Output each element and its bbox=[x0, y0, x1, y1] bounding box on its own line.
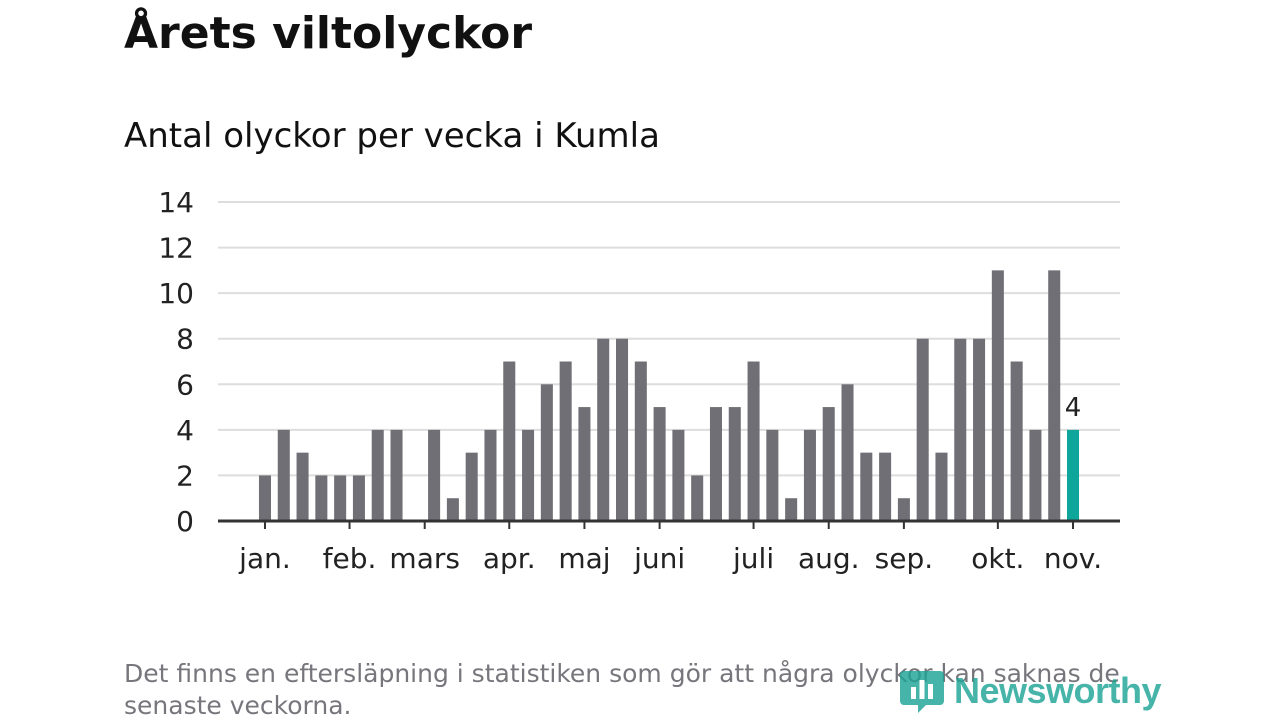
bar bbox=[709, 407, 722, 521]
y-tick-label: 12 bbox=[158, 232, 194, 265]
bar bbox=[954, 338, 967, 521]
x-tick-label: feb. bbox=[323, 542, 377, 575]
bar bbox=[597, 338, 610, 521]
bar bbox=[1048, 270, 1061, 521]
bar bbox=[653, 407, 666, 521]
bar bbox=[390, 429, 403, 521]
y-tick-label: 8 bbox=[176, 323, 194, 356]
chart-title: Årets viltolyckor bbox=[124, 8, 533, 59]
bar bbox=[334, 475, 347, 521]
y-tick-label: 14 bbox=[158, 186, 194, 219]
bar bbox=[616, 338, 629, 521]
footnote: Det finns en eftersläpning i statistiken… bbox=[124, 659, 1120, 720]
bar bbox=[747, 361, 760, 521]
bar bbox=[991, 270, 1004, 521]
bar bbox=[785, 498, 798, 521]
bar bbox=[897, 498, 910, 521]
bar bbox=[841, 384, 854, 521]
bar bbox=[1029, 429, 1042, 521]
bar bbox=[879, 452, 892, 521]
bar-chart: 0 2 4 6 8 10 12 14 4 jan. feb. mars apr. maj juni juli a… bbox=[158, 186, 1120, 575]
y-tick-label: 2 bbox=[176, 459, 194, 492]
logo-text: Newsworthy bbox=[954, 670, 1162, 711]
x-tick-label: juli bbox=[732, 542, 774, 575]
x-tick-label: maj bbox=[558, 542, 610, 575]
bar bbox=[371, 429, 384, 521]
bar bbox=[1010, 361, 1023, 521]
y-tick-label: 6 bbox=[176, 368, 194, 401]
x-tick-label: nov. bbox=[1044, 542, 1102, 575]
bar bbox=[728, 407, 741, 521]
x-tick-label: jan. bbox=[238, 542, 291, 575]
bar bbox=[578, 407, 591, 521]
bar bbox=[691, 475, 704, 521]
bar bbox=[352, 475, 365, 521]
bar bbox=[803, 429, 816, 521]
bar bbox=[446, 498, 459, 521]
bar bbox=[822, 407, 835, 521]
x-tick-label: okt. bbox=[971, 542, 1024, 575]
bar bbox=[540, 384, 553, 521]
x-tick-label: mars bbox=[389, 542, 460, 575]
bar-highlight bbox=[1067, 429, 1080, 521]
x-tick-label: apr. bbox=[483, 542, 536, 575]
bar bbox=[296, 452, 309, 521]
chart-subtitle: Antal olyckor per vecka i Kumla bbox=[124, 116, 660, 156]
y-tick-label: 10 bbox=[158, 277, 194, 310]
bar bbox=[428, 429, 441, 521]
x-tick-label: sep. bbox=[875, 542, 934, 575]
newsworthy-logo: Newsworthy bbox=[900, 666, 1162, 716]
bar bbox=[522, 429, 535, 521]
y-tick-label: 0 bbox=[176, 505, 194, 538]
bar bbox=[935, 452, 948, 521]
bar bbox=[916, 338, 929, 521]
bar bbox=[559, 361, 572, 521]
bar bbox=[315, 475, 328, 521]
x-tick-label: aug. bbox=[798, 542, 860, 575]
bar bbox=[484, 429, 497, 521]
bar bbox=[503, 361, 516, 521]
bar bbox=[258, 475, 271, 521]
bar bbox=[973, 338, 986, 521]
bar bbox=[277, 429, 290, 521]
y-tick-label: 4 bbox=[176, 414, 194, 447]
bar bbox=[672, 429, 685, 521]
newsworthy-bar-chart-icon bbox=[900, 671, 944, 713]
bar bbox=[766, 429, 779, 521]
bar bbox=[465, 452, 478, 521]
bar bbox=[634, 361, 647, 521]
bar-data-label: 4 bbox=[1065, 393, 1082, 423]
bar bbox=[860, 452, 873, 521]
x-tick-label: juni bbox=[633, 542, 685, 575]
